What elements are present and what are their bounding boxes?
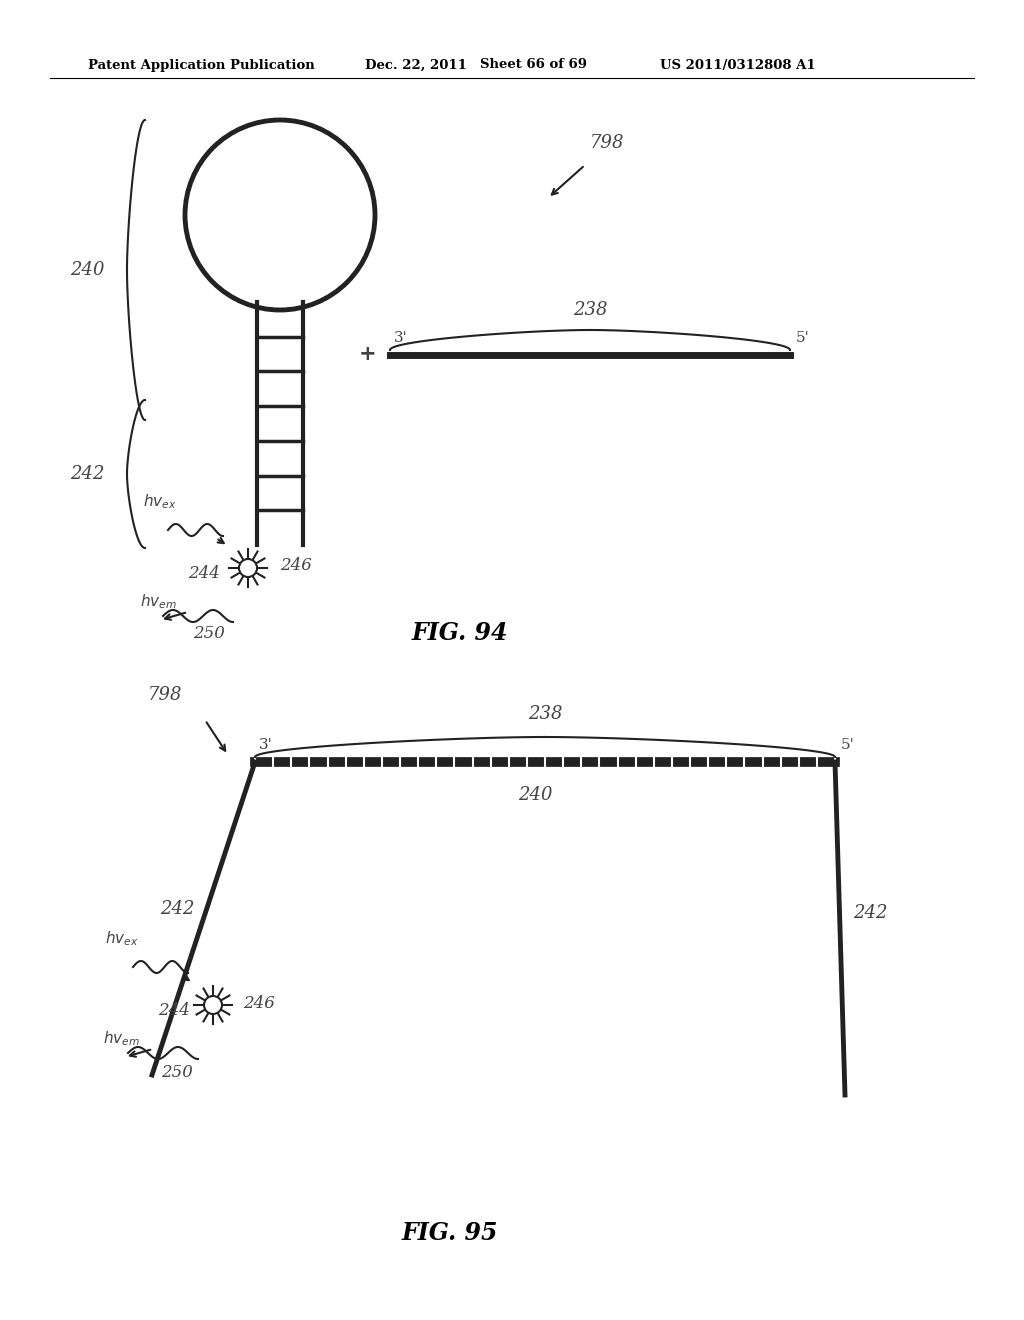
Text: 250: 250 — [161, 1064, 193, 1081]
Text: $hv_{ex}$: $hv_{ex}$ — [143, 492, 176, 511]
Text: Patent Application Publication: Patent Application Publication — [88, 58, 314, 71]
Circle shape — [239, 558, 257, 577]
Text: Dec. 22, 2011: Dec. 22, 2011 — [365, 58, 467, 71]
Text: $hv_{em}$: $hv_{em}$ — [103, 1030, 140, 1048]
Text: 246: 246 — [243, 994, 274, 1011]
Text: 238: 238 — [572, 301, 607, 319]
Text: 798: 798 — [590, 135, 625, 152]
Text: $hv_{ex}$: $hv_{ex}$ — [105, 929, 138, 948]
Text: 242: 242 — [71, 465, 105, 483]
Text: $hv_{em}$: $hv_{em}$ — [140, 591, 177, 611]
Text: 5': 5' — [841, 738, 855, 752]
Text: US 2011/0312808 A1: US 2011/0312808 A1 — [660, 58, 816, 71]
Text: 798: 798 — [148, 686, 182, 704]
Text: 242: 242 — [160, 899, 195, 917]
Text: 5': 5' — [796, 331, 810, 345]
Text: 240: 240 — [71, 261, 105, 279]
Text: FIG. 94: FIG. 94 — [412, 620, 508, 645]
Circle shape — [204, 997, 222, 1014]
Text: 242: 242 — [853, 904, 888, 923]
Text: 246: 246 — [280, 557, 312, 574]
Text: 238: 238 — [527, 705, 562, 723]
Text: 3': 3' — [394, 331, 408, 345]
Text: 250: 250 — [193, 624, 225, 642]
Text: 244: 244 — [158, 1002, 189, 1019]
Text: 240: 240 — [518, 785, 552, 804]
Text: +: + — [359, 345, 377, 364]
Text: FIG. 95: FIG. 95 — [401, 1221, 499, 1245]
Text: 3': 3' — [259, 738, 272, 752]
Text: Sheet 66 of 69: Sheet 66 of 69 — [480, 58, 587, 71]
Text: 244: 244 — [188, 565, 220, 582]
